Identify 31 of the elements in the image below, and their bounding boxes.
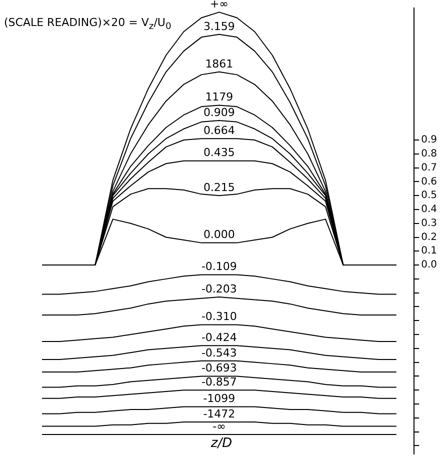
series-label: 1861: [205, 57, 234, 70]
y-tick-label: 0.2: [421, 232, 438, 243]
series-label: -0.424: [201, 330, 237, 344]
series-label: -∞: [212, 420, 226, 433]
series-label: -0.543: [201, 346, 237, 360]
series-label: -0.310: [201, 310, 237, 324]
y-tick-label: 0.0: [421, 260, 438, 271]
series-label: 3.159: [203, 20, 235, 33]
series-label: 0.909: [203, 106, 235, 119]
series-label: 0.664: [203, 124, 235, 137]
series-label: 0.000: [203, 228, 235, 242]
y-tick-label: 0.5: [421, 190, 438, 202]
series-label: 0.215: [203, 180, 235, 194]
y-tick-label: 0.9: [421, 134, 438, 146]
y-tick-label: 0.1: [421, 246, 438, 257]
series-label: -1099: [203, 392, 236, 406]
y-tick-label: 0.6: [421, 176, 438, 188]
y-tick-label: 0.3: [421, 218, 438, 229]
y-tick-label: 0.8: [421, 148, 438, 160]
series-label: 1179: [205, 90, 234, 104]
y-axis-title: (SCALE READING)×20 = V$_{z}$/U$_{0}$: [4, 16, 172, 32]
series-label: +∞: [210, 0, 228, 11]
series-label: -0.857: [201, 375, 237, 388]
series-label: -0.203: [201, 282, 237, 296]
x-axis-title: z/D: [210, 436, 234, 451]
series-label: -1472: [203, 407, 236, 420]
y-tick-label: 0.4: [421, 204, 438, 216]
series-label: 0.435: [203, 146, 235, 160]
series-label: -0.693: [201, 362, 237, 375]
series-label: -0.109: [201, 260, 237, 274]
y-tick-label: 0.7: [421, 162, 438, 174]
